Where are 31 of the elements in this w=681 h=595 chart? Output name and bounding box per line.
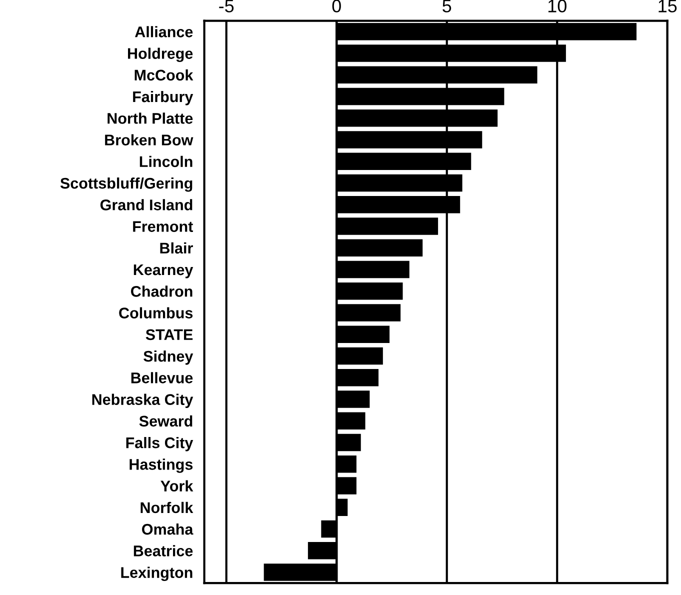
- x-tick-label: 0: [332, 0, 341, 12]
- y-tick-label: Scottsbluff/Gering: [60, 177, 192, 192]
- y-tick-label: Grand Island: [100, 199, 192, 210]
- y-tick-label: Sidney: [144, 350, 194, 365]
- y-tick-label: McCook: [134, 69, 194, 81]
- y-tick-label: Fremont: [133, 221, 194, 232]
- y-tick-label: Lincoln: [140, 156, 192, 168]
- y-tick-label: Lexington: [121, 566, 192, 582]
- y-tick-label: Broken Bow: [105, 134, 194, 146]
- y-tick-label: Omaha: [142, 524, 194, 535]
- y-tick-label: Seward: [139, 415, 192, 427]
- y-tick-label: Falls City: [126, 436, 194, 452]
- y-tick-label: Nebraska City: [92, 394, 194, 408]
- y-tick-label: Chadron: [131, 286, 192, 297]
- y-tick-label: Kearney: [134, 264, 194, 278]
- x-tick-label: 15: [658, 0, 677, 12]
- x-tick-label: -5: [219, 0, 234, 12]
- y-tick-label: Alliance: [134, 26, 193, 38]
- y-tick-label: Blair: [160, 242, 193, 254]
- y-tick-label: North Platte: [108, 112, 193, 124]
- y-tick-label: STATE: [146, 329, 193, 340]
- y-tick-label: York: [160, 480, 194, 492]
- x-tick-label: 10: [548, 0, 566, 12]
- y-tick-label: Norfolk: [140, 502, 194, 514]
- y-tick-label: Beatrice: [134, 545, 193, 556]
- y-tick-label: Holdrege: [128, 48, 193, 62]
- y-tick-label: Bellevue: [131, 372, 193, 384]
- y-tick-label: Fairbury: [133, 90, 194, 106]
- y-tick-label: Hastings: [130, 458, 193, 473]
- x-tick-label: 5: [442, 0, 452, 12]
- y-tick-label: Columbus: [119, 307, 193, 318]
